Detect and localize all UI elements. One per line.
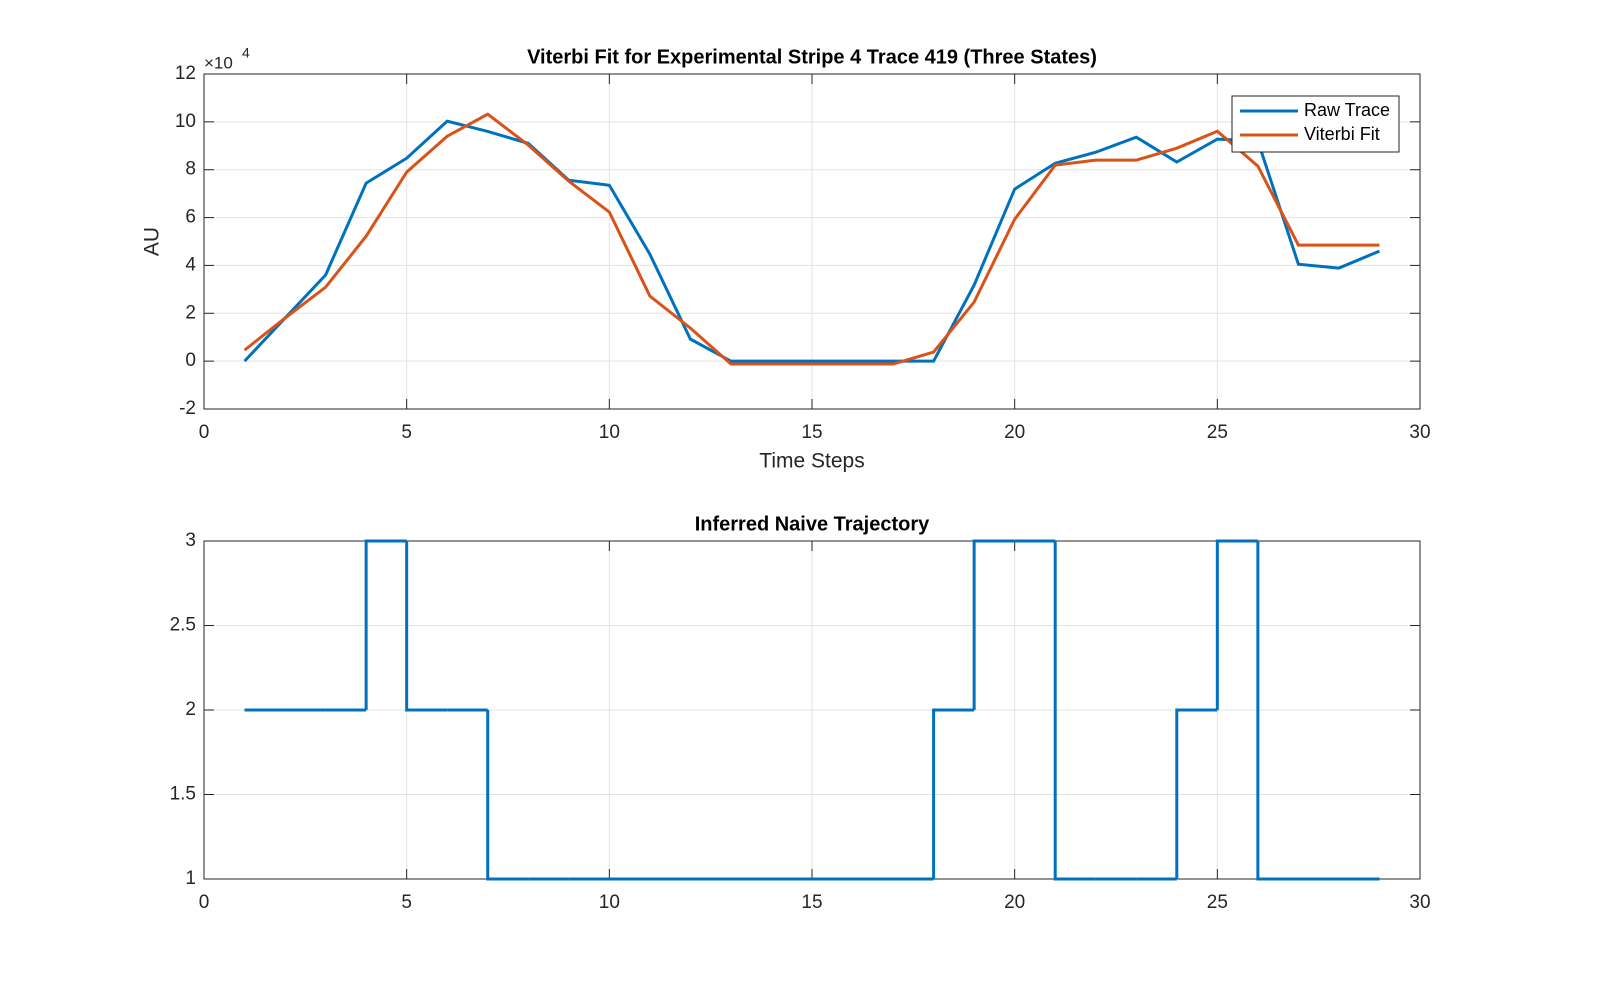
step (364, 539, 407, 710)
axes-box (203, 73, 1421, 410)
y-axis-label: AU (141, 227, 164, 256)
y-tick-label: 12 (175, 63, 196, 84)
x-tick-label: 0 (199, 422, 210, 443)
x-tick-label: 25 (1207, 422, 1228, 443)
x-tick-label: 5 (401, 422, 412, 443)
step (405, 541, 448, 712)
step (1215, 539, 1258, 710)
y-tick-label: 10 (175, 111, 196, 132)
x-tick-label: 15 (801, 422, 822, 443)
step (972, 539, 1015, 710)
step (932, 708, 975, 879)
x-tick-label: 10 (599, 892, 620, 913)
x-tick-label: 10 (599, 422, 620, 443)
y-exponent: 4 (242, 45, 250, 61)
legend-label: Raw Trace (1304, 100, 1390, 120)
x-tick-label: 0 (199, 892, 210, 913)
y-multiplier: ×10 (204, 53, 233, 72)
legend-label: Viterbi Fit (1304, 124, 1380, 144)
x-tick-label: 30 (1409, 892, 1430, 913)
y-tick-label: -2 (179, 398, 196, 419)
x-tick-label: 20 (1004, 892, 1025, 913)
y-tick-label: 1.5 (170, 784, 196, 805)
y-tick-label: 4 (185, 254, 196, 275)
step (486, 710, 529, 881)
x-axis-label: Time Steps (759, 450, 864, 473)
y-tick-label: 1 (185, 868, 196, 889)
x-tick-label: 20 (1004, 422, 1025, 443)
y-tick-label: 2 (185, 699, 196, 720)
y-tick-label: 2 (185, 302, 196, 323)
x-tick-label: 5 (401, 892, 412, 913)
step (1053, 541, 1096, 881)
chart-title: Inferred Naive Trajectory (695, 513, 930, 535)
line (243, 112, 1380, 366)
y-tick-label: 6 (185, 207, 196, 228)
line (243, 119, 1381, 363)
legend-box (1231, 95, 1400, 153)
step (1256, 541, 1299, 881)
step (1175, 708, 1218, 879)
x-tick-label: 30 (1409, 422, 1430, 443)
chart-title: Viterbi Fit for Experimental Stripe 4 Tr… (527, 46, 1097, 68)
y-tick-label: 2.5 (170, 615, 196, 636)
y-tick-label: 3 (185, 530, 196, 551)
x-tick-label: 25 (1207, 892, 1228, 913)
y-tick-label: 0 (185, 350, 196, 371)
y-tick-label: 8 (185, 159, 196, 180)
x-tick-label: 15 (801, 892, 822, 913)
